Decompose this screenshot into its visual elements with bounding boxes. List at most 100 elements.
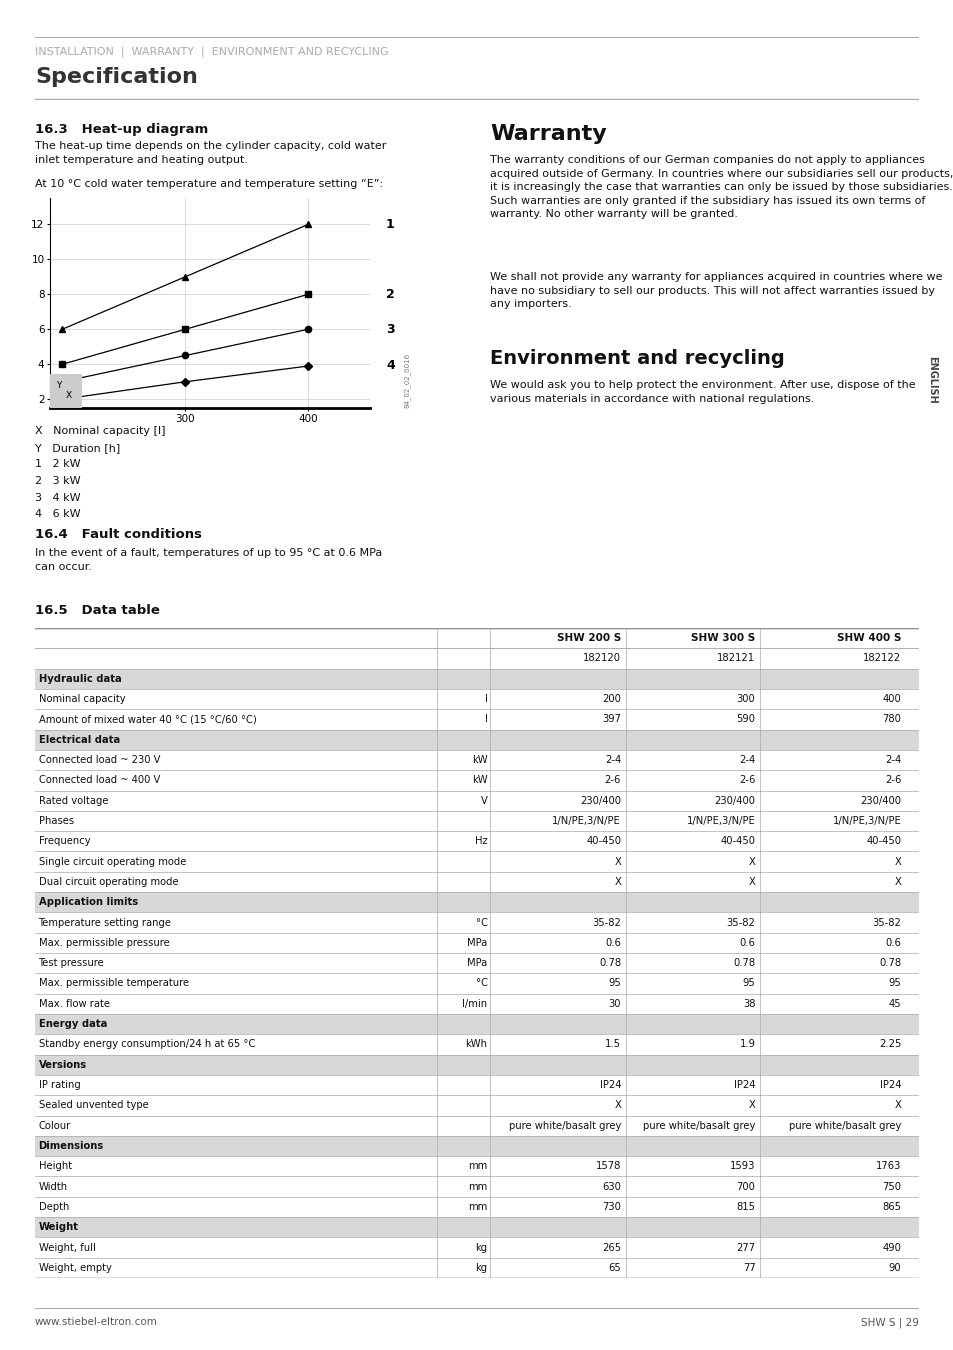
Text: 40-450: 40-450 [865, 836, 901, 846]
Text: Connected load ~ 400 V: Connected load ~ 400 V [38, 775, 160, 786]
Text: X: X [614, 1100, 620, 1110]
Text: 95: 95 [742, 979, 755, 988]
Text: 780: 780 [882, 714, 901, 725]
Text: l/min: l/min [462, 999, 487, 1008]
Text: 2-4: 2-4 [884, 755, 901, 765]
Text: 95: 95 [887, 979, 901, 988]
Text: X: X [748, 878, 755, 887]
Text: 230/400: 230/400 [860, 795, 901, 806]
Text: 35-82: 35-82 [726, 918, 755, 927]
Bar [35, 729, 918, 749]
Text: Max. permissible pressure: Max. permissible pressure [38, 938, 169, 948]
Text: °C: °C [476, 918, 487, 927]
Text: SHW 300 S: SHW 300 S [691, 633, 755, 643]
Text: 30: 30 [608, 999, 620, 1008]
Text: 0.78: 0.78 [733, 958, 755, 968]
Text: 590: 590 [736, 714, 755, 725]
Bar [35, 1014, 918, 1034]
Text: MPa: MPa [467, 958, 487, 968]
Text: Rated voltage: Rated voltage [38, 795, 108, 806]
Text: Dual circuit operating mode: Dual circuit operating mode [38, 878, 178, 887]
Text: Application limits: Application limits [38, 898, 137, 907]
Text: In the event of a fault, temperatures of up to 95 °C at 0.6 MPa
can occur.: In the event of a fault, temperatures of… [35, 548, 382, 572]
Text: The heat-up time depends on the cylinder capacity, cold water
inlet temperature : The heat-up time depends on the cylinder… [35, 140, 386, 165]
Text: X: X [66, 390, 72, 400]
Text: 265: 265 [601, 1242, 620, 1253]
Text: 490: 490 [882, 1242, 901, 1253]
Text: X: X [748, 1100, 755, 1110]
Text: 45: 45 [888, 999, 901, 1008]
Text: X   Nominal capacity [l]: X Nominal capacity [l] [35, 427, 165, 436]
Text: 2: 2 [386, 288, 395, 301]
Text: Temperature setting range: Temperature setting range [38, 918, 172, 927]
Text: X: X [894, 1100, 901, 1110]
Text: 0.6: 0.6 [884, 938, 901, 948]
Text: kW: kW [472, 755, 487, 765]
Text: Amount of mixed water 40 °C (15 °C/60 °C): Amount of mixed water 40 °C (15 °C/60 °C… [38, 714, 256, 725]
Text: Phases: Phases [38, 815, 73, 826]
Text: 1/N/PE,3/N/PE: 1/N/PE,3/N/PE [552, 815, 620, 826]
Text: 730: 730 [601, 1202, 620, 1212]
Text: 4   6 kW: 4 6 kW [35, 509, 81, 520]
Text: X: X [748, 857, 755, 867]
Text: INSTALLATION  |  WARRANTY  |  ENVIRONMENT AND RECYCLING: INSTALLATION | WARRANTY | ENVIRONMENT AN… [35, 47, 388, 57]
Text: 865: 865 [882, 1202, 901, 1212]
Text: MPa: MPa [467, 938, 487, 948]
Text: Max. flow rate: Max. flow rate [38, 999, 110, 1008]
Text: 2.25: 2.25 [878, 1040, 901, 1049]
Bar [35, 1054, 918, 1075]
Text: 397: 397 [601, 714, 620, 725]
Text: 182121: 182121 [717, 653, 755, 663]
Text: 4: 4 [386, 359, 395, 373]
Bar [35, 1218, 918, 1238]
Text: We would ask you to help protect the environment. After use, dispose of the vari: We would ask you to help protect the env… [490, 379, 915, 404]
Text: 815: 815 [736, 1202, 755, 1212]
Text: V: V [480, 795, 487, 806]
Text: 0.78: 0.78 [598, 958, 620, 968]
Text: 38: 38 [742, 999, 755, 1008]
Text: 230/400: 230/400 [579, 795, 620, 806]
Text: pure white/basalt grey: pure white/basalt grey [642, 1120, 755, 1131]
Text: 0.78: 0.78 [879, 958, 901, 968]
Text: 35-82: 35-82 [592, 918, 620, 927]
Text: Standby energy consumption/24 h at 65 °C: Standby energy consumption/24 h at 65 °C [38, 1040, 254, 1049]
Text: kg: kg [475, 1242, 487, 1253]
Bar [35, 668, 918, 688]
Text: 1593: 1593 [729, 1161, 755, 1172]
Text: 95: 95 [608, 979, 620, 988]
Text: 1/N/PE,3/N/PE: 1/N/PE,3/N/PE [832, 815, 901, 826]
Text: Weight, full: Weight, full [38, 1242, 95, 1253]
Text: 90: 90 [888, 1262, 901, 1273]
Text: SHW 200 S: SHW 200 S [557, 633, 620, 643]
Text: Dimensions: Dimensions [38, 1141, 104, 1152]
Text: 3: 3 [386, 323, 395, 336]
Text: 2-4: 2-4 [739, 755, 755, 765]
Text: Weight: Weight [38, 1222, 78, 1233]
Text: 65: 65 [608, 1262, 620, 1273]
Text: Warranty: Warranty [490, 124, 606, 144]
Text: 400: 400 [882, 694, 901, 705]
Text: The warranty conditions of our German companies do not apply to appliances acqui: The warranty conditions of our German co… [490, 155, 952, 220]
Text: IP24: IP24 [879, 1080, 901, 1089]
Text: 200: 200 [601, 694, 620, 705]
Text: 2-6: 2-6 [884, 775, 901, 786]
Text: We shall not provide any warranty for appliances acquired in countries where we : We shall not provide any warranty for ap… [490, 271, 942, 309]
Text: 277: 277 [736, 1242, 755, 1253]
Text: 2-6: 2-6 [739, 775, 755, 786]
Text: X: X [894, 857, 901, 867]
Text: Electrical data: Electrical data [38, 734, 120, 745]
Text: Test pressure: Test pressure [38, 958, 104, 968]
Text: 35-82: 35-82 [872, 918, 901, 927]
Text: mm: mm [468, 1202, 487, 1212]
Text: Versions: Versions [38, 1060, 87, 1069]
Text: Hydraulic data: Hydraulic data [38, 674, 121, 684]
Text: 750: 750 [882, 1181, 901, 1192]
Text: Connected load ~ 230 V: Connected load ~ 230 V [38, 755, 160, 765]
Text: X: X [894, 878, 901, 887]
Text: 2-6: 2-6 [604, 775, 620, 786]
Text: Frequency: Frequency [38, 836, 91, 846]
Text: Y: Y [56, 381, 62, 390]
Text: 230/400: 230/400 [714, 795, 755, 806]
Text: 16.5   Data table: 16.5 Data table [35, 603, 160, 617]
Text: 1578: 1578 [595, 1161, 620, 1172]
